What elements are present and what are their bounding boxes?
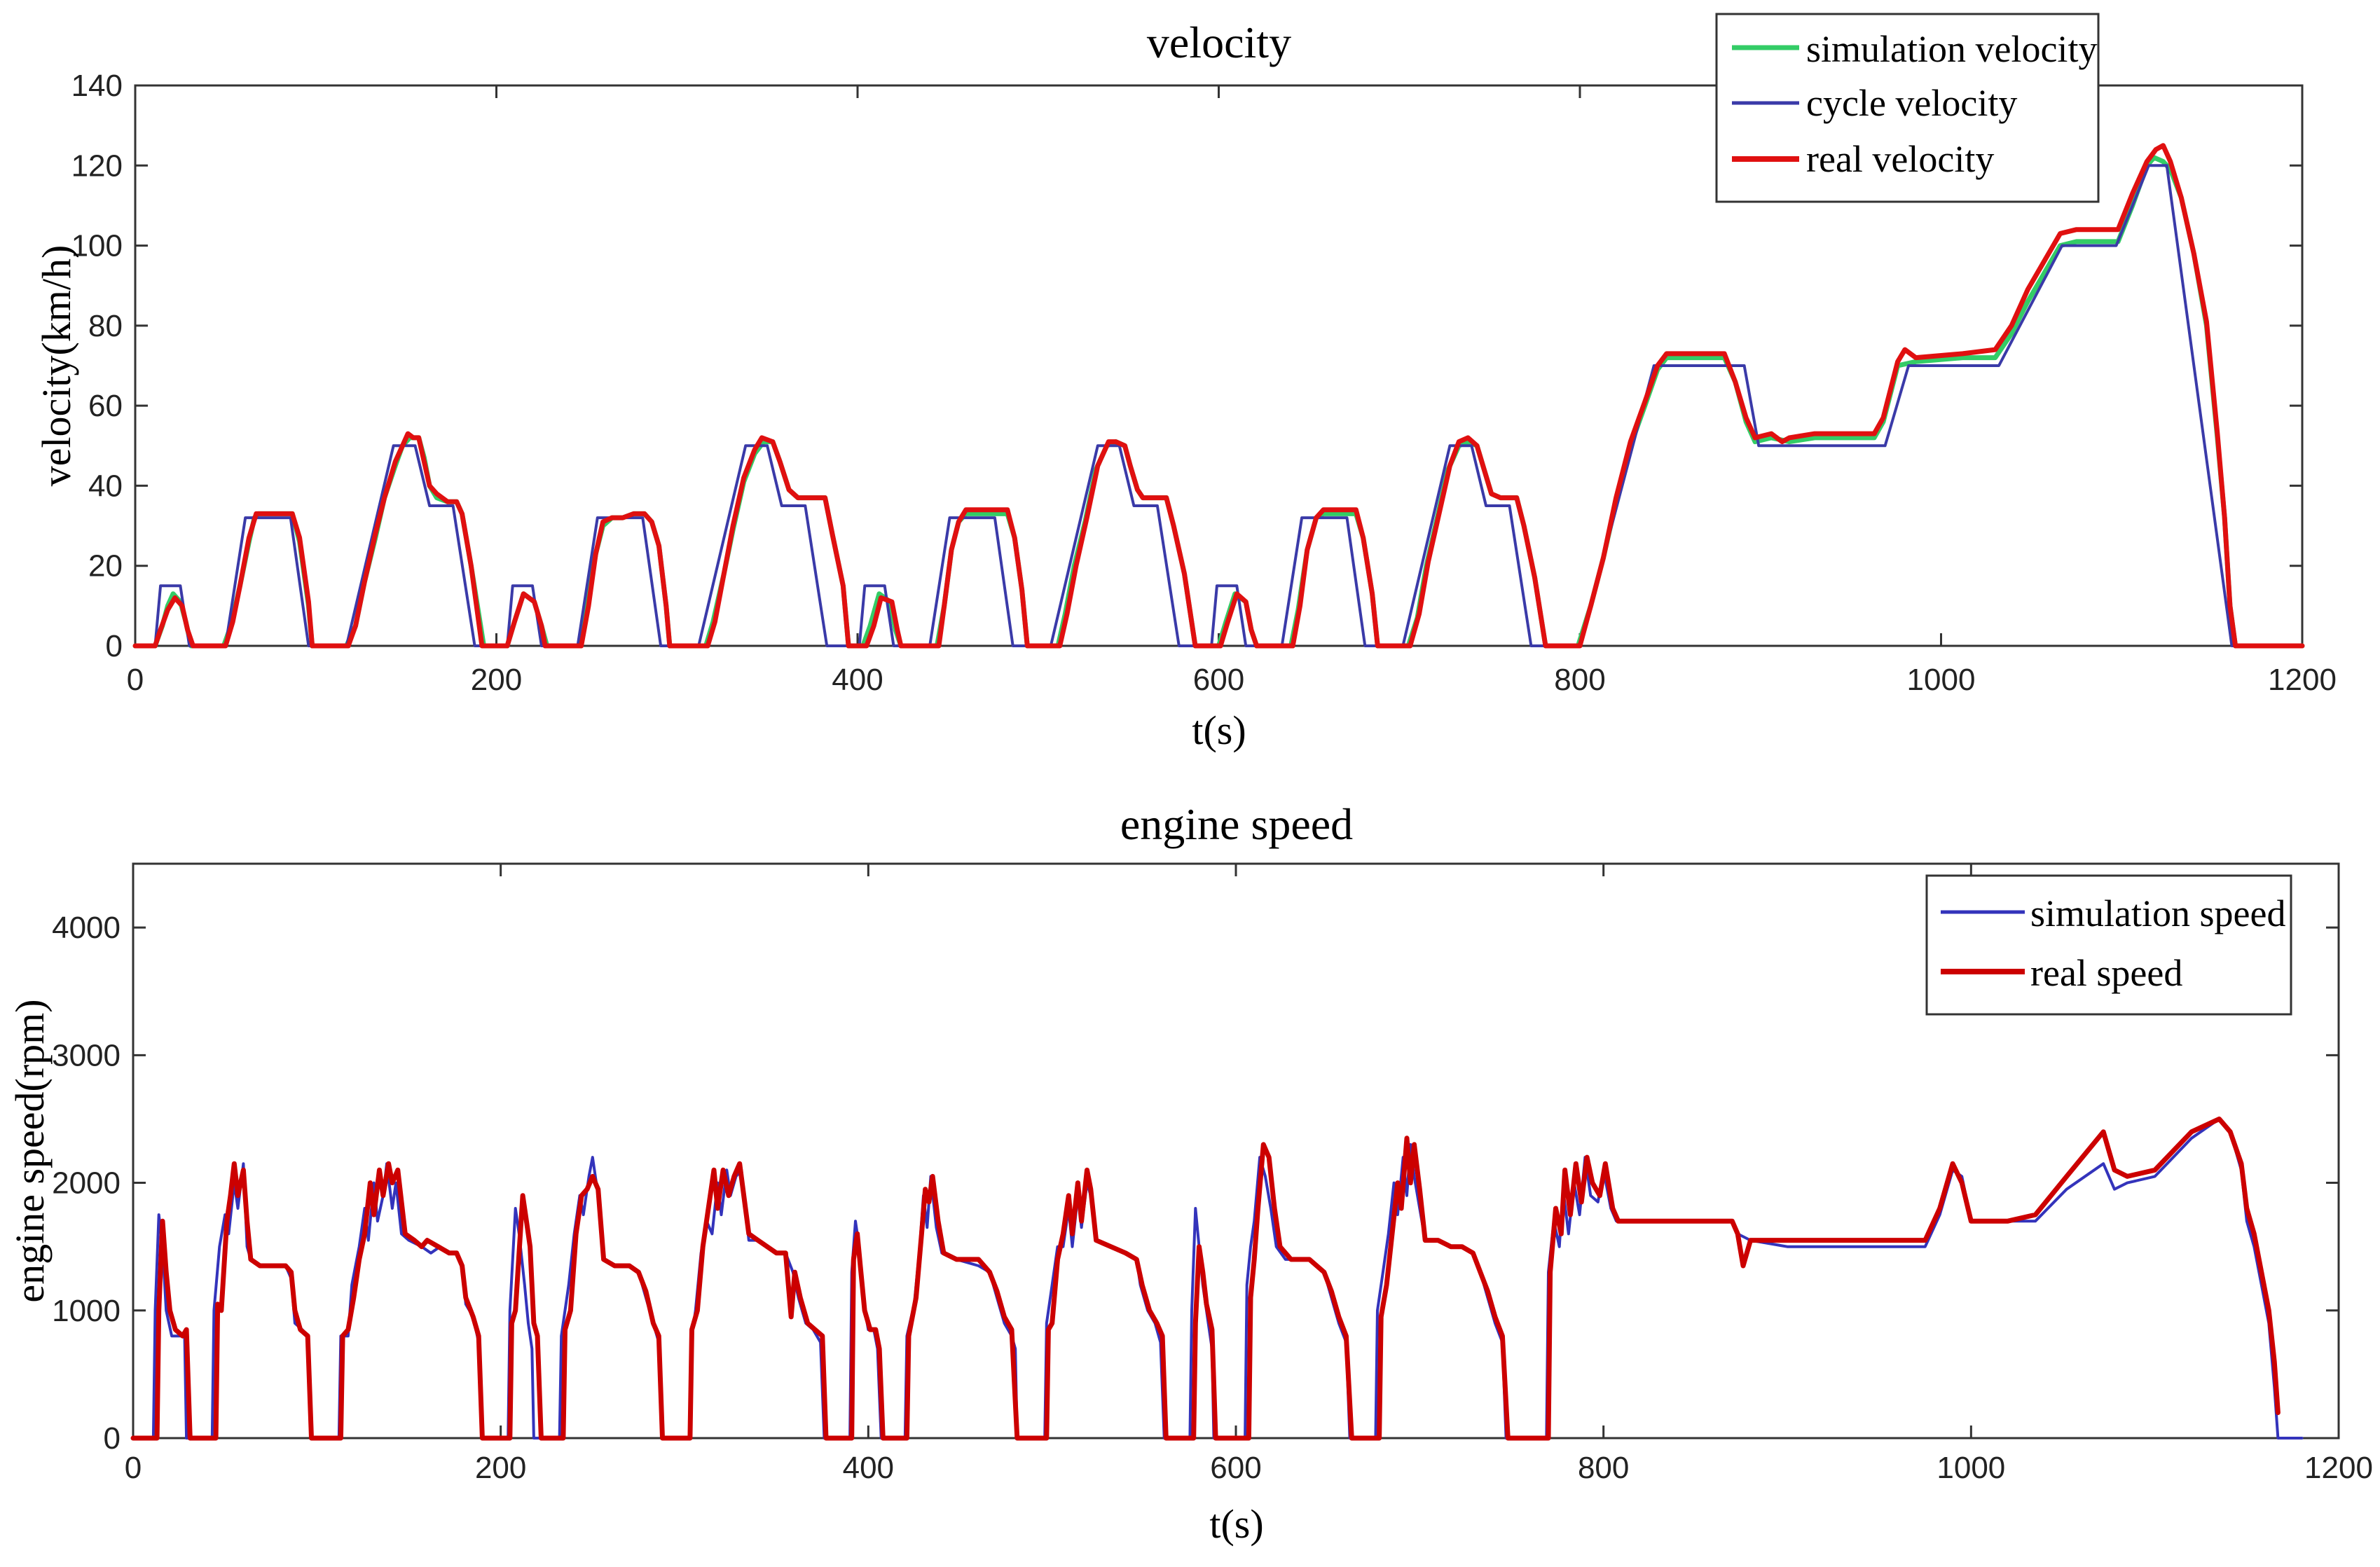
engine-speed-chart-title: engine speed xyxy=(1120,799,1353,849)
engine-speed-y-axis-label: engine speed(rpm) xyxy=(7,999,53,1302)
velocity-y-tick-label: 140 xyxy=(71,69,123,103)
velocity-x-tick-label: 600 xyxy=(1193,663,1244,697)
engine-speed-x-tick-label: 600 xyxy=(1210,1451,1261,1485)
velocity-y-tick-label: 80 xyxy=(88,309,123,343)
velocity-chart-title: velocity xyxy=(1147,18,1291,67)
velocity-x-tick-label: 1000 xyxy=(1907,663,1976,697)
velocity-y-tick-label: 60 xyxy=(88,389,123,423)
engine-speed-y-tick-label: 4000 xyxy=(52,911,121,945)
engine-speed-y-tick-label: 1000 xyxy=(52,1294,121,1328)
engine-speed-x-tick-label: 1000 xyxy=(1937,1451,2005,1485)
velocity-x-axis-label: t(s) xyxy=(1192,707,1246,753)
engine-speed-x-tick-label: 0 xyxy=(125,1451,142,1485)
velocity-series-real-velocity xyxy=(132,143,2305,649)
engine-speed-x-axis-label: t(s) xyxy=(1209,1501,1263,1547)
velocity-x-tick-label: 200 xyxy=(471,663,522,697)
engine-speed-y-tick-label: 3000 xyxy=(52,1038,121,1072)
engine-speed-legend: simulation speed real speed xyxy=(1925,874,2292,1016)
velocity-axis-ticks: 0 200 400 600 800 1000 1200 0 20 40 60 80 100 120 140 xyxy=(71,69,2337,697)
legend-real-velocity-label: real velocity xyxy=(1806,138,1994,180)
engine-speed-x-tick-label: 200 xyxy=(475,1451,526,1485)
engine-speed-x-tick-label: 1200 xyxy=(2304,1451,2373,1485)
velocity-y-tick-label: 120 xyxy=(71,149,123,183)
velocity-x-tick-label: 1200 xyxy=(2268,663,2337,697)
velocity-series-group xyxy=(132,143,2305,649)
engine-speed-series-group xyxy=(130,1116,2304,1441)
engine-speed-y-tick-label: 2000 xyxy=(52,1166,121,1201)
velocity-x-tick-label: 800 xyxy=(1554,663,1605,697)
velocity-chart: velocity 0 200 400 600 800 1000 1200 0 20 40 60 80 1… xyxy=(34,13,2337,753)
velocity-series-cycle-velocity xyxy=(134,164,2268,647)
velocity-y-tick-label: 40 xyxy=(88,469,123,503)
engine-speed-y-tick-label: 0 xyxy=(104,1421,121,1456)
engine-speed-axis-ticks: 0 200 400 600 800 1000 1200 0 1000 2000 3000 4000 xyxy=(52,864,2373,1485)
velocity-y-tick-label: 0 xyxy=(106,629,123,663)
engine-speed-legend-box xyxy=(1925,874,2292,1016)
engine-speed-series-real-speed xyxy=(130,1116,2281,1441)
legend-simulation-speed-label: simulation speed xyxy=(2030,892,2285,934)
velocity-y-axis-label: velocity(km/h) xyxy=(34,245,79,487)
velocity-y-tick-label: 20 xyxy=(88,549,123,584)
velocity-legend: simulation velocity cycle velocity real … xyxy=(1715,13,2100,203)
legend-cycle-velocity-label: cycle velocity xyxy=(1806,82,2017,124)
velocity-y-tick-label: 100 xyxy=(71,229,123,263)
velocity-x-tick-label: 0 xyxy=(127,663,144,697)
legend-real-speed-label: real speed xyxy=(2030,952,2182,994)
engine-speed-x-tick-label: 800 xyxy=(1578,1451,1629,1485)
engine-speed-x-tick-label: 400 xyxy=(843,1451,894,1485)
legend-simulation-velocity-label: simulation velocity xyxy=(1806,28,2097,70)
velocity-x-tick-label: 400 xyxy=(832,663,883,697)
engine-speed-chart: engine speed 0 200 400 600 800 1000 1200 0 1000 2… xyxy=(7,799,2373,1547)
